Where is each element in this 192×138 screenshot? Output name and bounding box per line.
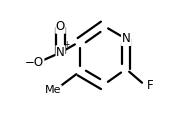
Text: +: + <box>64 40 70 49</box>
Text: F: F <box>147 79 153 92</box>
Text: −O: −O <box>25 56 44 69</box>
Text: O: O <box>56 20 65 33</box>
Text: N: N <box>56 46 65 59</box>
Text: N: N <box>122 32 130 45</box>
Text: Me: Me <box>45 85 61 95</box>
